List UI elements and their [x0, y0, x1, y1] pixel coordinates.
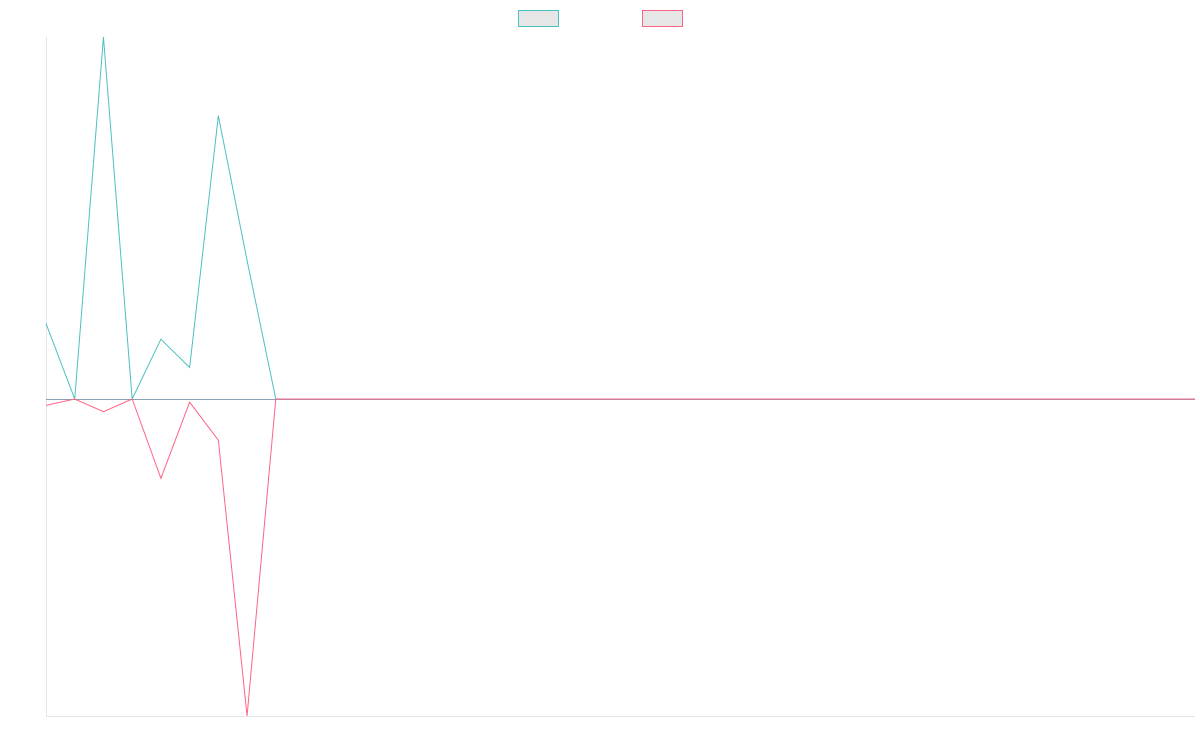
series-line-2	[45, 398, 1195, 717]
series-layer	[45, 36, 1195, 717]
series-line-1	[45, 36, 1195, 401]
axes	[46, 37, 1195, 717]
legend-swatch-1[interactable]	[518, 10, 559, 27]
legend	[518, 10, 683, 27]
legend-swatch-2[interactable]	[642, 10, 683, 27]
